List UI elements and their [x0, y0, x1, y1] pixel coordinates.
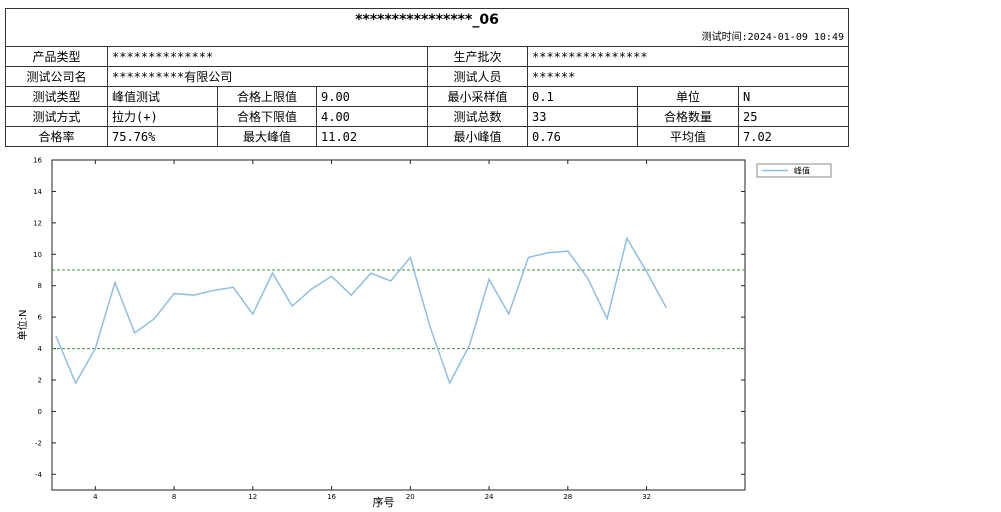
- test-time: 测试时间:2024-01-09 10:49: [701, 32, 844, 43]
- value: 11.02: [316, 126, 428, 147]
- label: 合格率: [5, 126, 108, 147]
- legend-box: [756, 163, 832, 178]
- y-tick-label: 16: [33, 157, 42, 165]
- x-axis-label: 序号: [373, 495, 395, 509]
- y-tick-label: 4: [38, 345, 43, 353]
- value: N: [738, 86, 849, 107]
- value: ****************: [527, 46, 849, 67]
- label: 产品类型: [5, 46, 108, 67]
- title-row: ****************_06 测试时间:2024-01-09 10:4…: [5, 8, 849, 47]
- plot-frame: [51, 159, 746, 491]
- x-tick-label: 32: [642, 493, 651, 501]
- info-table: ****************_06 测试时间:2024-01-09 10:4…: [5, 8, 849, 147]
- x-tick-label: 8: [172, 493, 176, 501]
- y-tick-label: -2: [35, 439, 42, 447]
- row: 测试公司名 **********有限公司 测试人员 ******: [5, 66, 849, 87]
- value: 25: [738, 106, 849, 127]
- label: 生产批次: [427, 46, 528, 67]
- label: 合格数量: [637, 106, 739, 127]
- label: 测试公司名: [5, 66, 108, 87]
- value: 33: [527, 106, 638, 127]
- label: 合格上限值: [217, 86, 317, 107]
- series-line: [55, 236, 667, 386]
- value: 峰值测试: [107, 86, 218, 107]
- y-tick-label: 6: [38, 314, 43, 322]
- row: 合格率 75.76% 最大峰值 11.02 最小峰值 0.76 平均值 7.02: [5, 126, 849, 147]
- legend-label: 峰值: [794, 166, 810, 176]
- y-tick-label: 10: [33, 251, 42, 259]
- value: 0.76: [527, 126, 638, 147]
- y-tick-label: -4: [35, 471, 43, 479]
- label: 平均值: [637, 126, 739, 147]
- y-tick-label: 12: [33, 219, 42, 227]
- label: 最小采样值: [427, 86, 528, 107]
- y-axis-label: 单位:N: [16, 310, 29, 341]
- x-tick-label: 20: [406, 493, 415, 501]
- y-tick-label: 8: [38, 282, 42, 290]
- label: 合格下限值: [217, 106, 317, 127]
- label: 测试总数: [427, 106, 528, 127]
- value: 4.00: [316, 106, 428, 127]
- title: ****************_06: [355, 12, 499, 28]
- value: ******: [527, 66, 849, 87]
- value: 0.1: [527, 86, 638, 107]
- label: 测试类型: [5, 86, 108, 107]
- row: 测试类型 峰值测试 合格上限值 9.00 最小采样值 0.1 单位 N: [5, 86, 849, 107]
- value: **********有限公司: [107, 66, 428, 87]
- row: 测试方式 拉力(+) 合格下限值 4.00 测试总数 33 合格数量 25: [5, 106, 849, 127]
- value: 75.76%: [107, 126, 218, 147]
- y-tick-label: 2: [38, 377, 42, 385]
- label: 最大峰值: [217, 126, 317, 147]
- label: 测试方式: [5, 106, 108, 127]
- x-tick-label: 16: [327, 493, 336, 501]
- label: 测试人员: [427, 66, 528, 87]
- value: 9.00: [316, 86, 428, 107]
- label: 最小峰值: [427, 126, 528, 147]
- x-tick-label: 28: [563, 493, 572, 501]
- y-tick-label: 0: [38, 408, 42, 416]
- x-tick-label: 4: [93, 493, 98, 501]
- x-tick-label: 12: [248, 493, 257, 501]
- row: 产品类型 ************** 生产批次 ***************…: [5, 46, 849, 67]
- value: 拉力(+): [107, 106, 218, 127]
- value: 7.02: [738, 126, 849, 147]
- label: 单位: [637, 86, 739, 107]
- x-tick-label: 24: [485, 493, 494, 501]
- y-tick-label: 14: [33, 188, 42, 196]
- value: **************: [107, 46, 428, 67]
